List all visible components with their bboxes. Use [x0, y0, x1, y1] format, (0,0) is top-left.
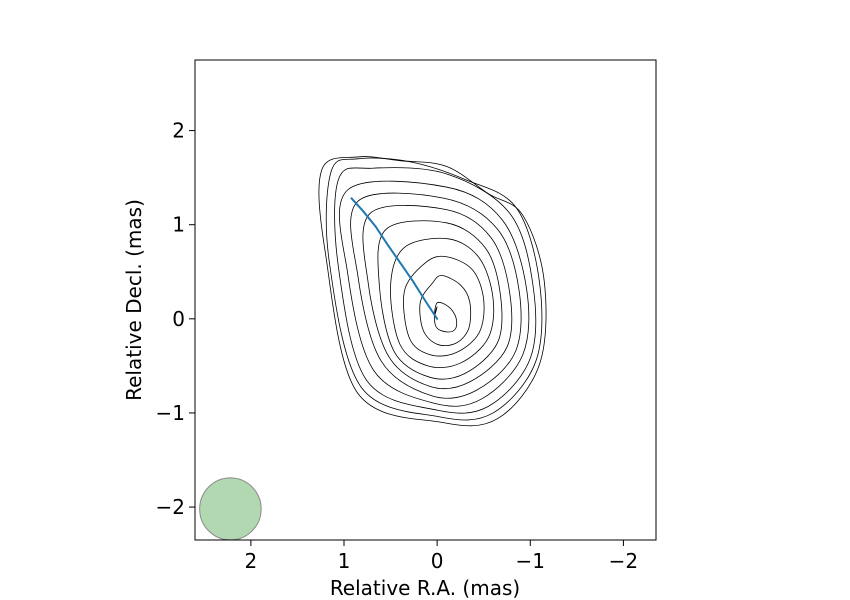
y-tick-label: 0 — [172, 307, 185, 331]
contour-level-1 — [433, 301, 458, 333]
x-tick-label: 0 — [431, 549, 444, 573]
contour-level-3 — [403, 255, 485, 357]
y-axis-label: Relative Decl. (mas) — [122, 199, 146, 401]
x-tick-label: 2 — [245, 549, 258, 573]
x-tick-label: −2 — [609, 549, 638, 573]
x-tick-label: 1 — [338, 549, 351, 573]
contour-level-9 — [334, 167, 537, 414]
x-axis-label: Relative R.A. (mas) — [330, 576, 520, 600]
y-tick-label: 2 — [172, 119, 185, 143]
contour-level-7 — [350, 192, 522, 399]
plot-frame — [194, 59, 657, 541]
contour-level-6 — [362, 205, 513, 390]
contour-level-5 — [377, 220, 503, 380]
contour-level-8 — [338, 180, 530, 407]
x-axis-ticks: 2 1 0 −1 −2 — [245, 540, 638, 573]
contour-level-4 — [390, 237, 495, 369]
beam-ellipse — [199, 477, 262, 540]
x-tick-label: −1 — [516, 549, 545, 573]
y-axis-ticks: −2 −1 0 1 2 — [156, 119, 195, 519]
y-tick-label: −1 — [156, 401, 185, 425]
plot-content — [199, 156, 547, 540]
contour-level-2 — [419, 275, 472, 347]
jet-ridge-line — [350, 197, 439, 320]
contour-level-11 — [318, 156, 547, 427]
y-tick-label: −2 — [156, 495, 185, 519]
y-tick-label: 1 — [172, 213, 185, 237]
